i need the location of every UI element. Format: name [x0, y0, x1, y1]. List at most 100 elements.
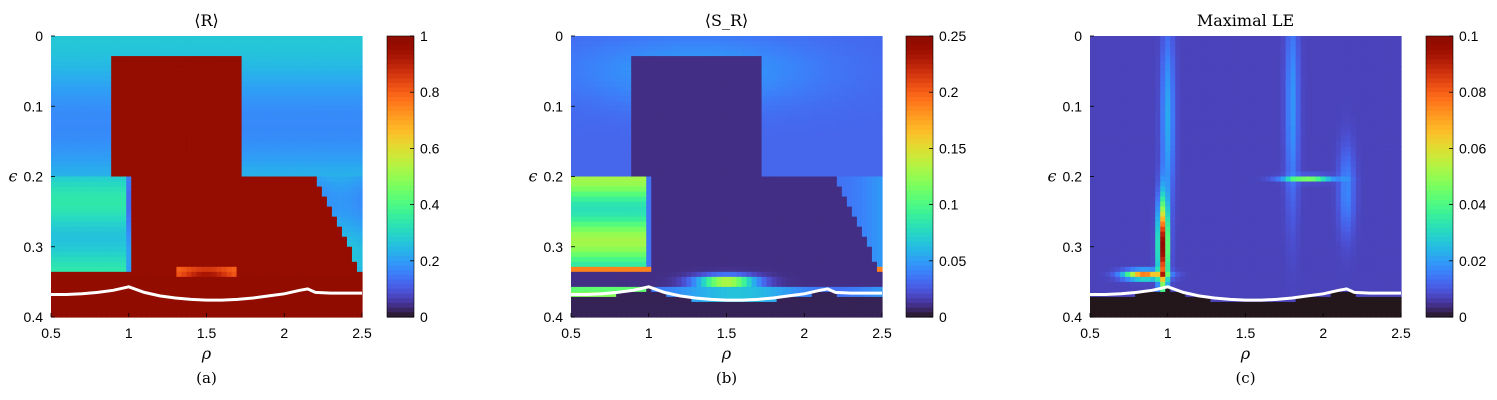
heatmap-cell	[611, 36, 617, 42]
heatmap-cell	[186, 56, 193, 62]
heatmap-cell	[216, 36, 223, 42]
heatmap-cell	[116, 96, 122, 102]
heatmap-cell	[166, 286, 172, 293]
heatmap-cell	[341, 106, 348, 112]
heatmap-cell	[626, 196, 632, 203]
heatmap-cell	[676, 51, 682, 57]
heatmap-cell	[176, 91, 183, 97]
heatmap-cell	[276, 151, 283, 158]
heatmap-cell	[61, 236, 67, 243]
heatmap-cell	[611, 41, 617, 47]
heatmap-cell	[671, 61, 677, 67]
heatmap-cell	[181, 91, 188, 97]
heatmap-cell	[336, 216, 343, 223]
heatmap-cell	[136, 191, 142, 198]
colorbar-segment	[387, 274, 414, 281]
heatmap-cell	[281, 201, 288, 208]
heatmap-cell	[326, 231, 333, 238]
heatmap-cell	[321, 181, 328, 188]
heatmap-cell	[616, 216, 622, 223]
heatmap-cell	[341, 101, 348, 107]
heatmap-cell	[251, 246, 258, 253]
heatmap-cell	[96, 196, 102, 203]
heatmap-cell	[266, 76, 273, 82]
heatmap-cell	[216, 266, 223, 273]
heatmap-cell	[281, 241, 288, 248]
heatmap-cell	[236, 86, 243, 92]
heatmap-cell	[56, 111, 62, 117]
heatmap-cell	[126, 186, 132, 193]
heatmap-cell	[346, 186, 353, 193]
heatmap-cell	[206, 146, 213, 153]
heatmap-cell	[686, 221, 692, 228]
heatmap-cell	[686, 266, 692, 273]
heatmap-cell	[271, 266, 278, 273]
heatmap-cell	[121, 176, 127, 183]
heatmap-cell	[166, 91, 172, 97]
heatmap-cell	[261, 41, 268, 47]
heatmap-cell	[351, 41, 358, 47]
heatmap-cell	[261, 166, 268, 173]
heatmap-cell	[331, 136, 338, 142]
heatmap-cell	[161, 186, 167, 193]
heatmap-cell	[636, 206, 642, 213]
heatmap-cell	[651, 246, 657, 253]
heatmap-cell	[291, 161, 298, 168]
heatmap-cell	[326, 41, 333, 47]
heatmap-cell	[216, 271, 223, 278]
heatmap-cell	[156, 141, 162, 147]
heatmap-cell	[676, 261, 682, 268]
heatmap-cell	[296, 236, 303, 243]
heatmap-cell	[51, 276, 57, 283]
heatmap-cell	[201, 91, 208, 97]
heatmap-cell	[641, 36, 647, 42]
heatmap-cell	[301, 141, 308, 147]
heatmap-cell	[691, 101, 698, 107]
heatmap-cell	[206, 176, 213, 183]
heatmap-cell	[221, 71, 228, 77]
heatmap-cell	[136, 106, 142, 112]
heatmap-cell	[246, 156, 253, 163]
heatmap-cell	[256, 296, 263, 303]
heatmap-cell	[621, 151, 627, 158]
heatmap-cell	[656, 91, 662, 97]
heatmap-cell	[276, 286, 283, 293]
heatmap-cell	[256, 101, 263, 107]
heatmap-cell	[101, 266, 107, 273]
heatmap-cell	[341, 226, 348, 233]
heatmap-cell	[666, 136, 672, 142]
heatmap-cell	[216, 61, 223, 67]
heatmap-cell	[571, 181, 577, 188]
heatmap-cell	[586, 171, 592, 178]
heatmap-cell	[211, 121, 218, 127]
heatmap-cell	[66, 301, 72, 308]
heatmap-cell	[246, 306, 253, 313]
heatmap-cell	[156, 176, 162, 183]
heatmap-cell	[81, 281, 87, 288]
heatmap-cell	[641, 306, 647, 313]
heatmap-cell	[681, 311, 687, 318]
heatmap-cell	[231, 186, 238, 193]
heatmap-cell	[246, 246, 253, 253]
heatmap-cell	[261, 131, 268, 137]
heatmap-cell	[341, 141, 348, 147]
heatmap-cell	[201, 156, 208, 163]
heatmap-cell	[111, 86, 117, 92]
heatmap-cell	[316, 86, 323, 92]
heatmap-cell	[66, 66, 72, 72]
heatmap-cell	[571, 86, 577, 92]
heatmap-cell	[171, 181, 178, 188]
heatmap-cell	[316, 281, 323, 288]
heatmap-cell	[201, 221, 208, 228]
heatmap-cell	[91, 311, 97, 318]
heatmap-cell	[211, 231, 218, 238]
heatmap-cell	[631, 216, 637, 223]
heatmap-cell	[111, 301, 117, 308]
heatmap-cell	[156, 281, 162, 288]
heatmap-cell	[241, 151, 248, 158]
heatmap-cell	[651, 91, 657, 97]
heatmap-cell	[271, 301, 278, 308]
heatmap-cell	[601, 231, 607, 238]
heatmap-cell	[236, 181, 243, 188]
heatmap-cell	[281, 71, 288, 77]
